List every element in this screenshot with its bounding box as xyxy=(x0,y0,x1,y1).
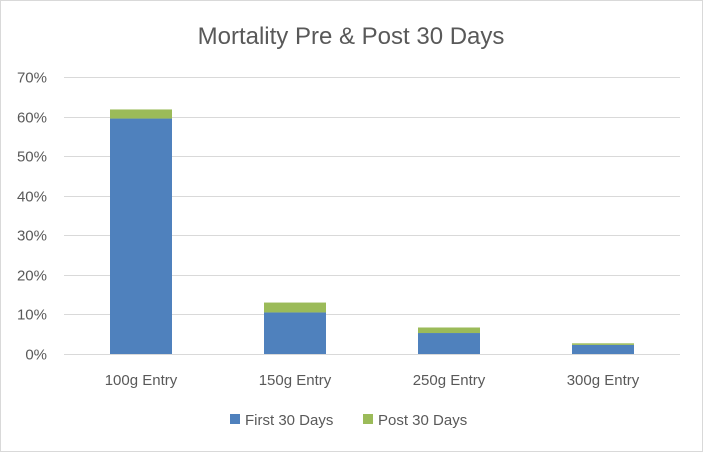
y-tick-label: 60% xyxy=(17,110,47,127)
bar-post-30-days-1 xyxy=(264,302,326,313)
legend-label-1: Post 30 Days xyxy=(378,412,467,429)
x-tick-label: 250g Entry xyxy=(413,372,486,389)
y-tick-label: 0% xyxy=(25,347,47,364)
y-tick-label: 20% xyxy=(17,268,47,285)
bar-post-30-days-3 xyxy=(572,343,634,345)
y-tick-label: 50% xyxy=(17,149,47,166)
bar-first-30-days-0 xyxy=(110,118,172,354)
bar-post-30-days-2 xyxy=(418,327,480,334)
bar-post-30-days-0 xyxy=(110,109,172,119)
bar-first-30-days-1 xyxy=(264,312,326,354)
legend-label-0: First 30 Days xyxy=(245,412,333,429)
x-axis-ticks: 100g Entry 150g Entry 250g Entry 300g Entry xyxy=(105,372,640,389)
x-tick-label: 100g Entry xyxy=(105,372,178,389)
chart-title: Mortality Pre & Post 30 Days xyxy=(198,23,505,50)
legend: First 30 Days Post 30 Days xyxy=(230,412,467,429)
y-tick-label: 40% xyxy=(17,189,47,206)
x-tick-label: 150g Entry xyxy=(259,372,332,389)
legend-swatch-1 xyxy=(363,414,373,424)
y-tick-label: 30% xyxy=(17,228,47,245)
legend-swatch-0 xyxy=(230,414,240,424)
y-tick-label: 10% xyxy=(17,307,47,324)
bar-first-30-days-2 xyxy=(418,333,480,354)
bar-first-30-days-3 xyxy=(572,344,634,354)
x-tick-label: 300g Entry xyxy=(567,372,640,389)
bars xyxy=(110,109,634,354)
y-axis-ticks: 0% 10% 20% 30% 40% 50% 60% 70% xyxy=(17,70,47,364)
y-tick-label: 70% xyxy=(17,70,47,87)
